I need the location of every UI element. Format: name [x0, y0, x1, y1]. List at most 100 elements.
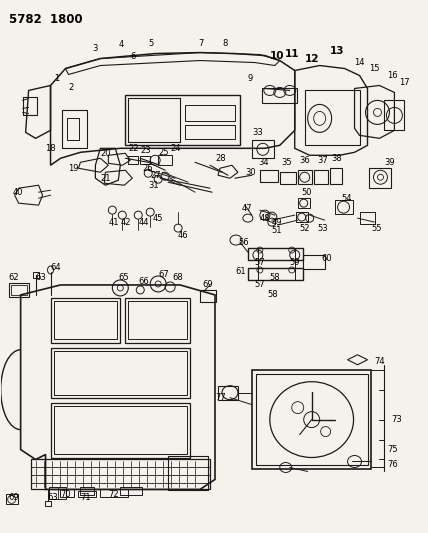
- Text: 42: 42: [120, 217, 131, 227]
- Bar: [78, 491, 96, 497]
- Text: 39: 39: [384, 158, 395, 167]
- Bar: [252, 370, 372, 470]
- Text: 48: 48: [260, 214, 270, 223]
- Text: 41: 41: [108, 217, 119, 227]
- Text: 73: 73: [392, 415, 402, 424]
- Bar: [30, 459, 210, 489]
- Text: 3: 3: [92, 44, 98, 53]
- Text: 33: 33: [252, 128, 263, 137]
- Bar: [360, 212, 375, 224]
- Text: 2: 2: [68, 83, 74, 92]
- Bar: [252, 140, 274, 158]
- Text: 22: 22: [128, 144, 139, 153]
- Text: 77: 77: [215, 393, 226, 402]
- Text: 20: 20: [101, 149, 111, 158]
- Bar: [33, 272, 39, 278]
- Text: 56: 56: [238, 238, 249, 247]
- Text: 17: 17: [399, 78, 410, 87]
- Text: 47: 47: [242, 204, 253, 213]
- Text: 61: 61: [235, 268, 246, 277]
- Bar: [51, 348, 190, 398]
- Text: 50: 50: [302, 188, 312, 197]
- Bar: [54, 351, 187, 394]
- Text: 28: 28: [215, 154, 226, 163]
- Text: 25: 25: [158, 148, 169, 157]
- Text: 40: 40: [13, 188, 23, 197]
- Bar: [128, 156, 138, 164]
- Text: 18: 18: [45, 144, 56, 153]
- Bar: [200, 290, 216, 302]
- Text: 69: 69: [9, 493, 19, 502]
- Bar: [256, 374, 368, 465]
- Text: 36: 36: [300, 156, 310, 165]
- Text: 70: 70: [60, 490, 71, 499]
- Bar: [330, 168, 342, 184]
- Text: 64: 64: [51, 263, 61, 272]
- Text: 4: 4: [118, 40, 124, 49]
- Text: 49: 49: [272, 217, 282, 227]
- Text: 66: 66: [138, 278, 149, 286]
- Text: 63: 63: [36, 273, 46, 282]
- Text: 69: 69: [202, 280, 213, 289]
- Text: 46: 46: [178, 231, 189, 239]
- Text: 59: 59: [290, 257, 300, 266]
- Text: 65: 65: [118, 273, 129, 282]
- Text: 10: 10: [270, 51, 284, 61]
- Bar: [23, 98, 36, 116]
- Text: 7: 7: [198, 39, 203, 48]
- Text: 5: 5: [148, 39, 154, 48]
- Text: 71: 71: [80, 493, 91, 502]
- Text: 74: 74: [374, 357, 385, 366]
- Bar: [62, 110, 87, 148]
- Bar: [158, 155, 172, 165]
- Bar: [68, 118, 80, 140]
- Text: 62: 62: [9, 273, 19, 282]
- Bar: [54, 301, 117, 339]
- Text: 34: 34: [258, 158, 268, 167]
- Text: 51: 51: [272, 225, 282, 235]
- Text: 45: 45: [152, 214, 163, 223]
- Bar: [140, 156, 150, 164]
- Text: 72: 72: [108, 490, 119, 499]
- Text: 54: 54: [342, 193, 352, 203]
- Text: 9: 9: [248, 74, 253, 83]
- Bar: [248, 248, 303, 260]
- Text: 68: 68: [172, 273, 183, 282]
- Text: 67: 67: [158, 270, 169, 279]
- Text: 58: 58: [268, 290, 279, 300]
- Bar: [168, 456, 208, 490]
- Bar: [128, 99, 180, 142]
- Text: 53: 53: [318, 224, 328, 232]
- Bar: [369, 168, 392, 188]
- Text: 15: 15: [369, 64, 380, 73]
- Text: 21: 21: [101, 174, 111, 183]
- Bar: [101, 489, 128, 497]
- Bar: [305, 91, 360, 146]
- Text: 27: 27: [150, 171, 161, 180]
- Text: 75: 75: [387, 445, 398, 454]
- Text: 55: 55: [372, 224, 382, 232]
- Bar: [54, 406, 187, 454]
- Text: 37: 37: [318, 156, 328, 165]
- Bar: [51, 402, 190, 457]
- Bar: [80, 487, 95, 495]
- Text: 44: 44: [138, 217, 149, 227]
- Bar: [218, 386, 238, 400]
- Bar: [384, 100, 404, 131]
- Text: 8: 8: [222, 39, 227, 48]
- Text: 24: 24: [170, 144, 181, 153]
- Bar: [335, 200, 353, 214]
- Text: 11: 11: [285, 49, 299, 59]
- Text: 60: 60: [322, 254, 332, 263]
- Bar: [45, 502, 51, 506]
- Text: 14: 14: [354, 58, 365, 67]
- Bar: [314, 170, 327, 184]
- Bar: [6, 495, 18, 504]
- Bar: [303, 255, 325, 269]
- Bar: [262, 88, 297, 103]
- Bar: [125, 298, 190, 343]
- Bar: [120, 487, 142, 495]
- Bar: [296, 212, 308, 222]
- Bar: [298, 170, 312, 184]
- Bar: [60, 489, 74, 497]
